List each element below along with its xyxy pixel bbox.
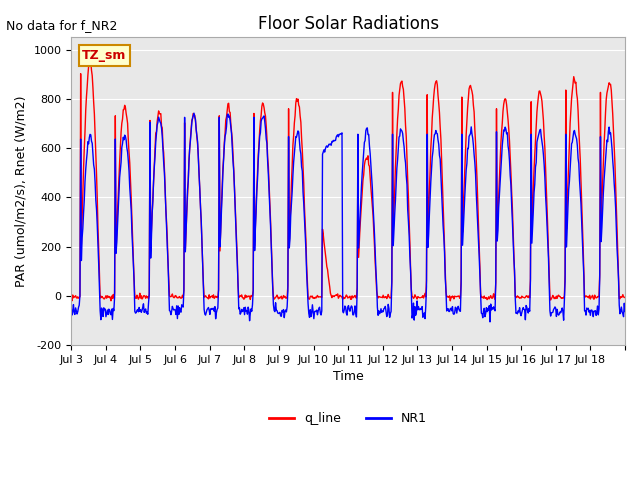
q_line: [67, 295, 75, 301]
NR1: [67, 306, 75, 312]
NR1: [284, 304, 291, 310]
NR1: [621, 309, 629, 314]
q_line: [621, 295, 629, 300]
q_line: [87, 59, 95, 65]
Line: q_line: q_line: [71, 62, 625, 301]
Y-axis label: PAR (umol/m2/s), Rnet (W/m2): PAR (umol/m2/s), Rnet (W/m2): [15, 96, 28, 287]
NR1: [437, 172, 445, 178]
NR1: [486, 319, 494, 325]
NR1: [132, 310, 140, 315]
Text: TZ_sm: TZ_sm: [83, 49, 127, 62]
NR1: [190, 110, 198, 116]
NR1: [235, 306, 243, 312]
q_line: [133, 292, 141, 298]
X-axis label: Time: Time: [333, 371, 364, 384]
Title: Floor Solar Radiations: Floor Solar Radiations: [257, 15, 438, 33]
q_line: [437, 136, 445, 142]
Line: NR1: NR1: [71, 113, 625, 322]
q_line: [284, 294, 291, 300]
Legend: q_line, NR1: q_line, NR1: [264, 407, 432, 430]
Text: No data for f_NR2: No data for f_NR2: [6, 19, 118, 32]
q_line: [262, 123, 270, 129]
q_line: [235, 295, 243, 300]
NR1: [406, 253, 413, 259]
q_line: [406, 239, 413, 245]
NR1: [262, 136, 270, 142]
q_line: [447, 298, 454, 304]
